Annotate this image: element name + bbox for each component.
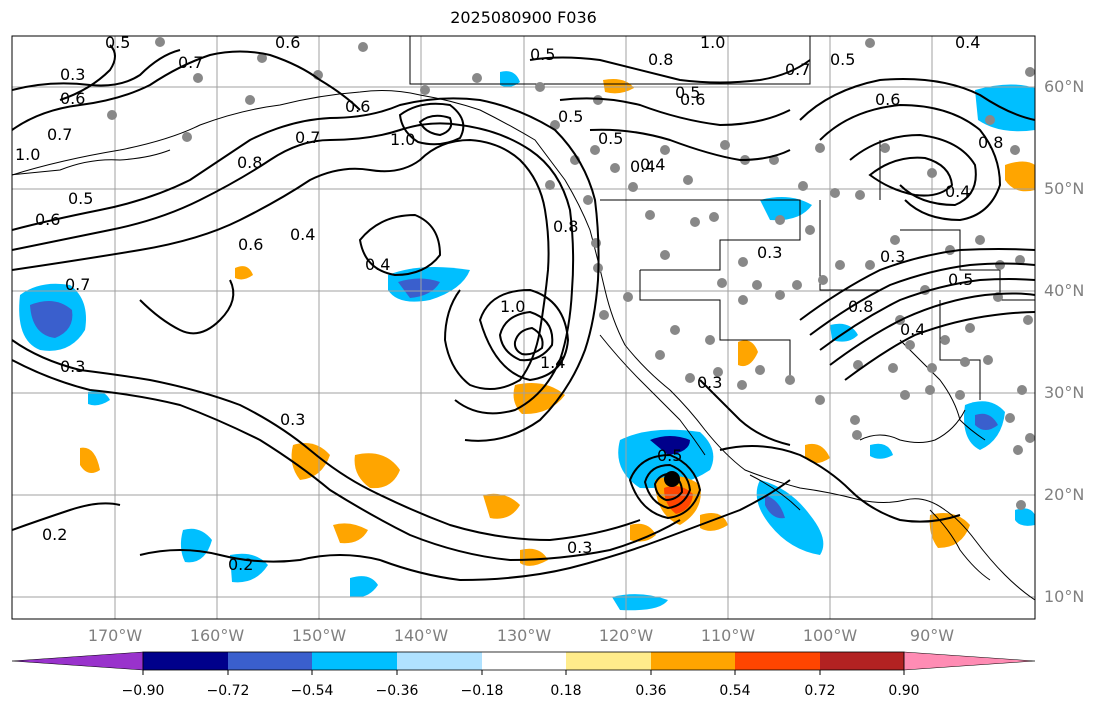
map-title: 2025080900 F036 (450, 8, 597, 27)
lat-label-30n: 30°N (1044, 383, 1085, 402)
contour-label: 0.8 (648, 50, 673, 69)
contour-label: 0.3 (280, 410, 305, 429)
contour-label: 1.0 (700, 33, 725, 52)
colorbar-segment (397, 652, 482, 670)
colorbar-tick-label: −0.18 (460, 683, 504, 699)
colorbar-tick-label: 0.36 (635, 683, 667, 699)
colorbar-segment (228, 652, 312, 670)
contour-label: 0.2 (42, 525, 67, 544)
contour-label: 0.8 (978, 133, 1003, 152)
colorbar-tick-label: 0.90 (888, 683, 920, 699)
contour-label: 0.6 (238, 235, 263, 254)
colorbar-tick-label: −0.90 (121, 683, 165, 699)
contour-label: 0.3 (757, 243, 782, 262)
coastline-layer (12, 36, 1035, 601)
contour-label: 0.4 (290, 225, 315, 244)
colorbar-segment (735, 652, 820, 670)
contour-label: 0.6 (35, 210, 60, 229)
contour-label: 0.4 (900, 320, 925, 339)
colorbar-tick-label: 0.54 (719, 683, 751, 699)
colorbar-tick-label: −0.36 (375, 683, 419, 699)
colorbar-segment (566, 652, 651, 670)
lon-label-110w: 110°W (700, 626, 756, 645)
contour-label: 1.0 (390, 130, 415, 149)
contour-label: 0.7 (785, 60, 810, 79)
contour-label: 0.3 (880, 247, 905, 266)
contour-label-layer: 0.3 0.7 0.6 0.5 0.6 0.5 0.6 0.7 0.8 0.7 … (15, 33, 1003, 574)
contour-label: 0.4 (640, 155, 665, 174)
lon-label-150w: 150°W (291, 626, 347, 645)
lat-label-50n: 50°N (1044, 179, 1085, 198)
colorbar-segment (820, 652, 904, 670)
contour-label: 1.4 (540, 353, 565, 372)
contour-label: 0.5 (530, 45, 555, 64)
contour-label: 0.8 (848, 297, 873, 316)
lon-label-170w: 170°W (87, 626, 143, 645)
lat-label-60n: 60°N (1044, 77, 1085, 96)
lon-label-140w: 140°W (393, 626, 449, 645)
contour-label: 0.5 (830, 50, 855, 69)
contour-label: 0.5 (657, 446, 682, 465)
contour-label: 0.5 (675, 83, 700, 102)
map-frame (11, 35, 1036, 620)
contour-label: 0.8 (237, 153, 262, 172)
lon-label-120w: 120°W (598, 626, 654, 645)
colorbar (11, 651, 1036, 675)
contour-label: 0.8 (553, 217, 578, 236)
lon-label-130w: 130°W (496, 626, 552, 645)
colorbar-tick-label: 0.18 (550, 683, 582, 699)
lat-label-10n: 10°N (1044, 587, 1085, 606)
contour-label: 0.7 (47, 125, 72, 144)
contour-label: 0.2 (228, 555, 253, 574)
contour-label: 0.6 (345, 97, 370, 116)
contour-label: 0.6 (275, 33, 300, 52)
contour-label: 1.0 (500, 297, 525, 316)
contour-label: 0.7 (295, 128, 320, 147)
lon-label-160w: 160°W (189, 626, 245, 645)
colorbar-max-extend (903, 651, 1036, 671)
contour-label: 0.5 (105, 33, 130, 52)
graticule (12, 36, 1035, 619)
contour-label: 0.4 (955, 33, 980, 52)
colorbar-tick-label: −0.54 (290, 683, 334, 699)
lon-label-100w: 100°W (802, 626, 858, 645)
colorbar-tick-label: 0.72 (804, 683, 836, 699)
colorbar-segment (482, 652, 566, 670)
contour-label: 0.4 (365, 255, 390, 274)
contour-label: 0.7 (65, 275, 90, 294)
contour-label: 0.3 (60, 65, 85, 84)
contour-layer (12, 44, 1035, 582)
lat-label-20n: 20°N (1044, 485, 1085, 504)
anomaly-fill-layer (19, 71, 1035, 611)
colorbar-tick-label: −0.72 (206, 683, 250, 699)
contour-label: 0.6 (680, 90, 705, 109)
station-markers (107, 37, 1035, 510)
lon-label-90w: 90°W (909, 626, 955, 645)
contour-label: 0.6 (875, 90, 900, 109)
contour-label: 0.6 (60, 89, 85, 108)
contour-label: 0.5 (598, 129, 623, 148)
contour-label: 1.0 (15, 145, 40, 164)
contour-label: 0.4 (945, 182, 970, 201)
lat-label-40n: 40°N (1044, 281, 1085, 300)
contour-label: 0.7 (178, 53, 203, 72)
colorbar-segment (651, 652, 735, 670)
contour-label: 0.3 (697, 373, 722, 392)
colorbar-min-extend (11, 651, 144, 671)
contour-label: 0.4 (630, 157, 655, 176)
contour-label: 0.5 (948, 270, 973, 289)
contour-label: 0.3 (60, 357, 85, 376)
colorbar-segment (312, 652, 397, 670)
storm-center-marker (664, 471, 680, 487)
colorbar-segment (143, 652, 228, 670)
contour-label: 0.5 (68, 189, 93, 208)
contour-label: 0.5 (558, 107, 583, 126)
contour-label: 0.3 (567, 538, 592, 557)
